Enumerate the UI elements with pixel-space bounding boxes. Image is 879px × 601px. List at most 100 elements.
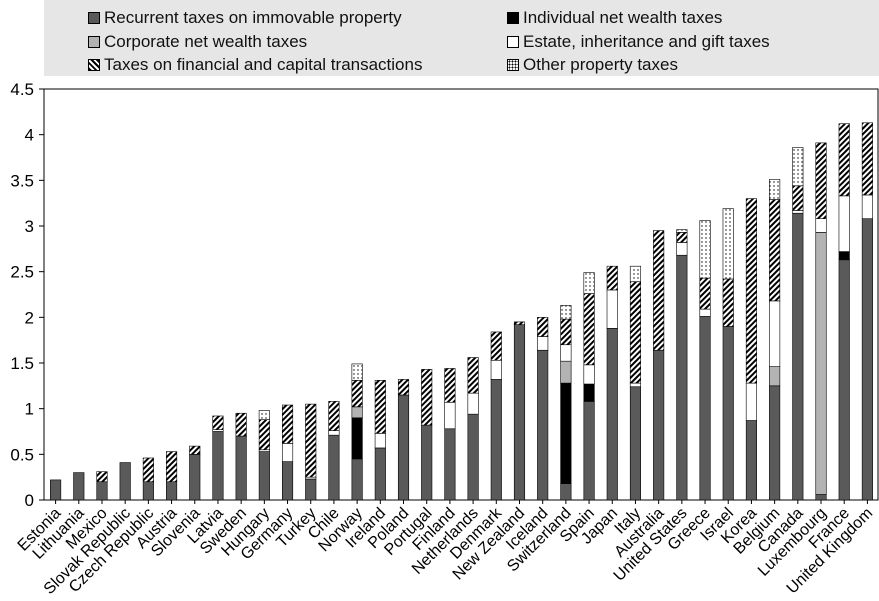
bar-segment-solid-black [351,417,363,460]
bar-segment-white [676,242,688,256]
bar-segment-solid-gray [560,483,572,501]
legend-label: Other property taxes [523,55,678,74]
bar-segment-solid-black [838,251,850,261]
bar-segment-solid-gray [73,472,85,501]
legend-label: Individual net wealth taxes [523,8,723,27]
y-tick-label: 1.5 [10,354,34,373]
bar-segment-solid-gray [96,481,108,501]
bar-segment-solid-gray [189,454,201,501]
bar-segment-white [467,392,479,415]
bar-segment-dots [792,147,804,187]
bar-segment-solid-gray [722,326,734,501]
bar-segment-solid-gray [537,349,549,501]
plot-area: 00.511.522.533.544.5EstoniaLithuaniaMexi… [10,80,879,598]
legend-label: Estate, inheritance and gift taxes [523,32,770,51]
bar-segment-white [838,195,850,252]
bar-segment-solid-gray [792,212,804,501]
bar-segment-solid-gray [119,462,131,501]
bar-segment-hatch [676,232,688,243]
bar-segment-dots [722,208,734,280]
bar-segment-solid-gray [142,481,154,501]
bar-segment-white [699,308,711,317]
bar-segment-solid-gray [444,428,456,501]
bar-segment-hatch [745,198,757,384]
bar-segment-solid-lightgray [815,232,827,495]
bar-segment-white [815,218,827,233]
bar-segment-white [537,336,549,351]
legend-label: Taxes on financial and capital transacti… [104,55,423,74]
bar-segment-solid-gray [699,316,711,501]
bar-segment-solid-gray [397,394,410,501]
bar-segment-solid-gray [606,327,618,501]
plot-frame [43,88,879,501]
legend-swatch-financial [88,59,100,71]
legend-item-estate: Estate, inheritance and gift taxes [507,32,770,52]
bar-segment-solid-gray [653,349,665,501]
bar-segment-hatch [583,293,595,366]
y-tick-label: 1 [25,400,34,419]
bar-segment-hatch [560,318,572,346]
bar-segment-hatch [96,471,108,483]
bar-segment-solid-gray [769,385,781,501]
bar-segment-hatch [328,401,340,431]
bar-segment-solid-lightgray [560,360,572,384]
bar-segment-dots [583,272,595,294]
bar-segment-hatch [212,415,224,430]
legend-item-recurrent: Recurrent taxes on immovable property [88,8,402,28]
bar-segment-dots [258,410,270,420]
bar-segment-hatch [490,331,502,361]
legend-item-financial: Taxes on financial and capital transacti… [88,55,422,75]
bar-segment-dots [699,220,711,279]
bar-segment-solid-gray [305,478,317,501]
bar-segment-hatch [166,451,178,483]
bar-segment-white [745,382,757,421]
bar-segment-solid-gray [351,458,363,501]
bar-segment-hatch [722,278,734,327]
legend-swatch-other [507,59,519,71]
bar-segment-white [490,359,502,380]
bar-segment-solid-gray [467,413,479,501]
legend-label: Corporate net wealth taxes [104,32,308,51]
y-tick-label: 0 [25,491,34,510]
bar-segment-white [374,433,386,449]
bar-segment-solid-gray [629,386,642,501]
bar-segment-solid-lightgray [351,406,363,419]
bar-segment-hatch [421,369,433,426]
y-tick-label: 2.5 [10,263,34,282]
bar-segment-solid-black [560,382,572,484]
bar-segment-white [629,382,642,388]
bar-segment-dots [769,179,781,200]
legend-label: Recurrent taxes on immovable property [104,8,402,27]
bar-segment-white [281,443,294,462]
bar-segment-hatch [444,368,456,403]
bar-segment-solid-gray [745,420,757,501]
bar-segment-white [792,210,804,214]
legend-item-corporate: Corporate net wealth taxes [88,32,307,52]
bar-segment-solid-gray [212,431,224,501]
bar-segment-white [606,289,618,329]
bar-segment-white [444,401,456,430]
y-tick-label: 4 [25,126,34,145]
y-tick-label: 0.5 [10,445,34,464]
bar-segment-hatch [189,445,201,455]
bar-segment-hatch [235,412,247,437]
bar-segment-solid-gray [166,481,178,501]
bar-segment-solid-gray [676,254,688,501]
legend-swatch-individual [507,12,519,24]
legend-item-individual: Individual net wealth taxes [507,8,722,28]
bar-segment-hatch [653,230,665,351]
bar-segment-hatch [792,185,804,211]
bar-segment-solid-gray [50,479,62,501]
y-tick-label: 3 [25,217,34,236]
bar-segment-solid-gray [421,424,433,501]
y-tick-label: 2 [25,308,34,327]
legend-swatch-recurrent [88,12,100,24]
bar-segment-solid-lightgray [769,366,781,387]
bar-segment-hatch [258,419,270,451]
bar-segment-solid-gray [490,379,502,501]
bar-segment-dots [629,265,642,283]
bar-segment-white [861,194,873,219]
bar-segment-hatch [699,277,711,310]
bar-segment-hatch [513,321,526,325]
